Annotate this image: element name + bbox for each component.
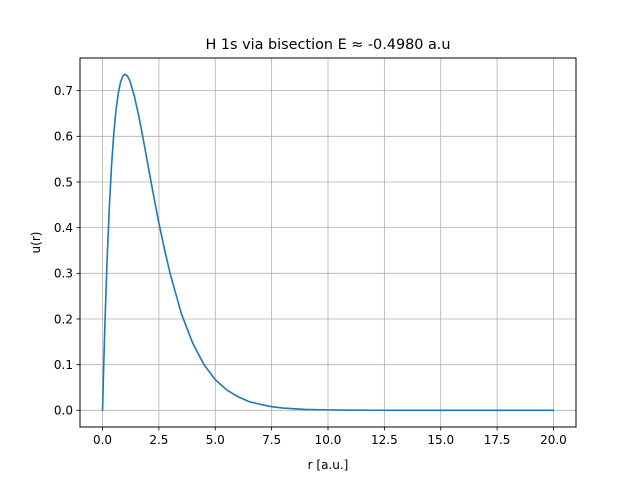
y-tick-label: 0.1 [54, 358, 73, 372]
y-tick-label: 0.3 [54, 267, 73, 281]
series-layer [101, 73, 555, 412]
x-tick-label: 15.0 [427, 433, 454, 447]
x-tick-label: 0.0 [93, 433, 112, 447]
y-axis-label: u(r) [29, 232, 43, 254]
y-tick-label: 0.2 [54, 312, 73, 326]
x-tick-label: 5.0 [206, 433, 225, 447]
y-tick-label: 0.6 [54, 130, 73, 144]
chart-title: H 1s via bisection E ≈ -0.4980 a.u [206, 37, 451, 53]
x-tick-label: 12.5 [371, 433, 398, 447]
x-tick-label: 10.0 [315, 433, 342, 447]
axis-ticks: 0.0 2.5 5.0 7.5 10.0 12.5 15.0 17.5 20.0 0.0 0.1 0.… [54, 84, 567, 447]
x-tick-label: 17.5 [484, 433, 511, 447]
x-axis-label: r [a.u.] [308, 458, 349, 472]
grid [80, 58, 576, 427]
x-tick-label: 20.0 [540, 433, 567, 447]
x-tick-label: 2.5 [149, 433, 168, 447]
x-tick-label: 7.5 [262, 433, 281, 447]
y-tick-label: 0.0 [54, 404, 73, 418]
y-tick-label: 0.7 [54, 84, 73, 98]
series-line [101, 73, 555, 412]
y-tick-label: 0.4 [54, 221, 73, 235]
y-tick-label: 0.5 [54, 175, 73, 189]
